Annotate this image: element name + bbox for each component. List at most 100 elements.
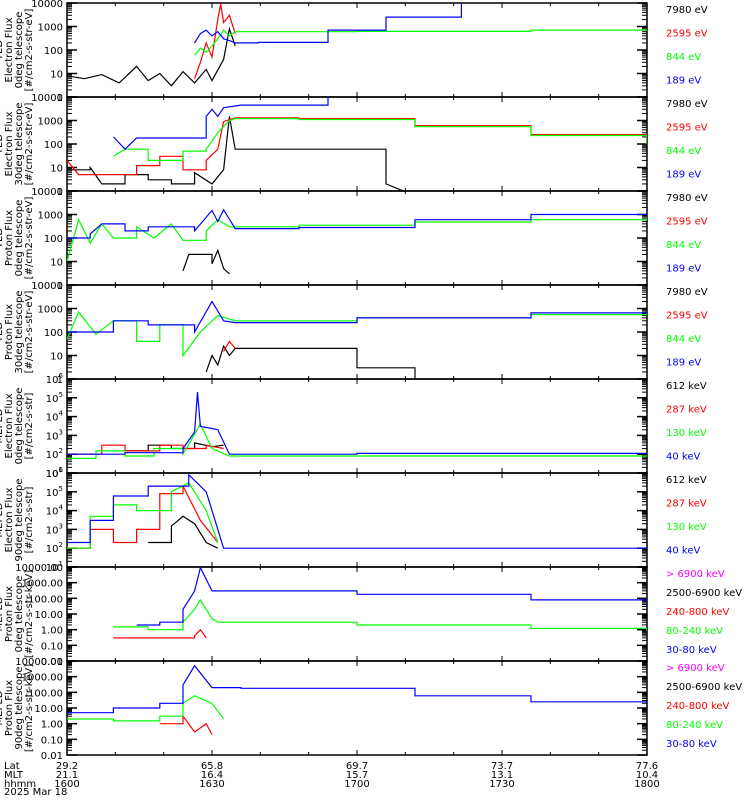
x-row-label-mlt: MLT: [4, 770, 24, 781]
y-tick-label: 103: [46, 522, 63, 536]
series-line-2595-ev: [223, 340, 236, 352]
series-line-7980-ev: [205, 344, 416, 379]
y-tick-label: 1000.00: [22, 579, 63, 590]
y-tick-label: 10000: [31, 187, 63, 198]
legend-entry: 287 keV: [666, 405, 707, 416]
y-axis-label: 30deg telescope: [14, 290, 25, 373]
series-line-40-kev: [67, 392, 647, 455]
y-tick-label: 105: [46, 485, 63, 499]
x-tick-label: 77.6: [636, 761, 658, 772]
series-line-844-ev: [67, 216, 647, 262]
panel-ted-electron-0deg: 1 10 100 1000 10000 TED Electron Flux 0deg tele…: [0, 0, 708, 104]
legend-entry: 2595 eV: [666, 311, 708, 322]
series-line-2595-ev: [194, 3, 236, 79]
y-axis-label: 30deg telescope: [14, 102, 25, 185]
y-tick-label: 10000: [31, 0, 63, 10]
y-tick-label: 100: [44, 140, 63, 151]
series-line-844-ev: [194, 29, 647, 56]
series-line-189-ev: [194, 3, 462, 44]
series-line-189-ev: [67, 300, 647, 335]
panel-meped-proton-90deg: 0.01 0.10 1.00 10.00 100.00 1000.00 10000.00 ME…: [0, 657, 742, 762]
y-tick-label: 0.10: [41, 641, 63, 652]
x-tick-label: 1700: [344, 779, 369, 790]
legend-entry: 2595 eV: [666, 29, 708, 40]
y-axis-label: Proton Flux: [4, 210, 15, 266]
y-tick-label: 106: [46, 466, 64, 480]
y-tick-label: 104: [46, 410, 64, 424]
legend-entry: 189 eV: [666, 358, 701, 369]
y-axis-label: TED: [0, 40, 5, 61]
y-tick-label: 103: [46, 428, 63, 442]
y-axis-label: [#/cm2-s-str-keV]: [24, 570, 35, 658]
y-tick-label: 100.00: [28, 688, 63, 699]
y-axis-label: Proton Flux: [4, 586, 15, 642]
y-tick-label: 100: [44, 328, 63, 339]
y-axis-label: MEPED: [0, 408, 5, 443]
series-line-612-kev: [125, 442, 224, 452]
y-axis-label: Proton Flux: [4, 680, 15, 736]
x-tick-label: 15.7: [346, 770, 368, 781]
series-line-612-kev: [148, 515, 219, 549]
legend-entry: > 6900 keV: [666, 569, 725, 580]
y-axis-label: [#/cm2-s-str-keV]: [24, 664, 35, 752]
plot-frame: [66, 566, 648, 662]
x-tick-label: 16.4: [201, 770, 223, 781]
y-tick-label: 10000.00: [15, 657, 63, 668]
y-tick-label: 10: [50, 164, 63, 175]
y-tick-label: 102: [46, 447, 63, 461]
y-axis-label: 90deg telescope: [14, 478, 25, 561]
y-tick-label: 10000: [31, 93, 63, 104]
y-axis-label: Electron Flux: [4, 487, 15, 552]
legend-entry: 287 keV: [666, 499, 707, 510]
y-tick-label: 10: [50, 352, 63, 363]
x-row-label-lat: Lat: [4, 761, 20, 772]
series-line-189-ev: [67, 207, 647, 239]
y-tick-label: 10.00: [34, 704, 63, 715]
y-axis-label: Electron Flux: [4, 111, 15, 176]
y-tick-label: 1: [57, 93, 63, 104]
panel-meped-electron-90deg: 101 102 103 104 105 106 MEPED Electron Flux 90de…: [0, 466, 707, 574]
legend-entry: 189 eV: [666, 170, 701, 181]
y-axis-label: 0deg telescope: [14, 12, 25, 89]
x-tick-label: 10.4: [636, 770, 658, 781]
y-tick-label: 105: [46, 391, 63, 405]
legend-entry: 2595 eV: [666, 123, 708, 134]
legend-entry: 7980 eV: [666, 99, 708, 110]
series-line-30-80-kev: [136, 567, 647, 626]
y-axis-label: 0deg telescope: [14, 576, 25, 653]
legend-entry: 189 eV: [666, 264, 701, 275]
legend-entry: 844 eV: [666, 334, 701, 345]
series-line-7980-ev: [67, 26, 236, 87]
series-line-40-kev: [67, 473, 647, 549]
y-axis-label: [#/cm2-s-str-eV]: [24, 197, 35, 280]
y-tick-label: 1.00: [41, 626, 63, 637]
y-tick-label: 100: [44, 234, 63, 245]
series-line-30-80-kev: [67, 664, 647, 714]
series-line-844-ev: [113, 118, 647, 161]
x-tick-label: 65.8: [201, 761, 223, 772]
y-axis-label: MEPED: [0, 596, 5, 631]
y-tick-label: 1000: [38, 23, 63, 34]
y-tick-label: 1: [57, 281, 63, 292]
legend-entry: 7980 eV: [666, 193, 708, 204]
y-axis-label: MEPED: [0, 690, 5, 725]
panel-ted-electron-30deg: 1 10 100 1000 10000 TED Electron Flux 30deg tel…: [0, 93, 708, 198]
legend-entry: 30-80 keV: [666, 645, 717, 656]
y-axis-label: Electron Flux: [4, 393, 15, 458]
panel-meped-electron-0deg: 101 102 103 104 105 106 MEPED Electron Flux 0deg…: [0, 372, 707, 480]
y-tick-label: 10: [50, 70, 63, 81]
y-tick-label: 1000: [38, 117, 63, 128]
y-tick-label: 101: [46, 466, 63, 480]
panel-ted-proton-30deg: 1 10 100 1000 10000 TED Proton Flux 30deg teles…: [0, 281, 708, 386]
x-row-label-hhmm: hhmm: [4, 779, 36, 790]
legend-entry: 40 keV: [666, 546, 700, 557]
y-tick-label: 1: [57, 187, 63, 198]
y-tick-label: 1000: [38, 211, 63, 222]
y-tick-label: 106: [46, 372, 64, 386]
y-axis-label: 90deg telescope: [14, 666, 25, 749]
y-axis-label: TED: [0, 228, 5, 249]
series-line-80-240-kev: [67, 695, 225, 722]
legend-entry: 844 eV: [666, 240, 701, 251]
legend-entry: 30-80 keV: [666, 739, 717, 750]
